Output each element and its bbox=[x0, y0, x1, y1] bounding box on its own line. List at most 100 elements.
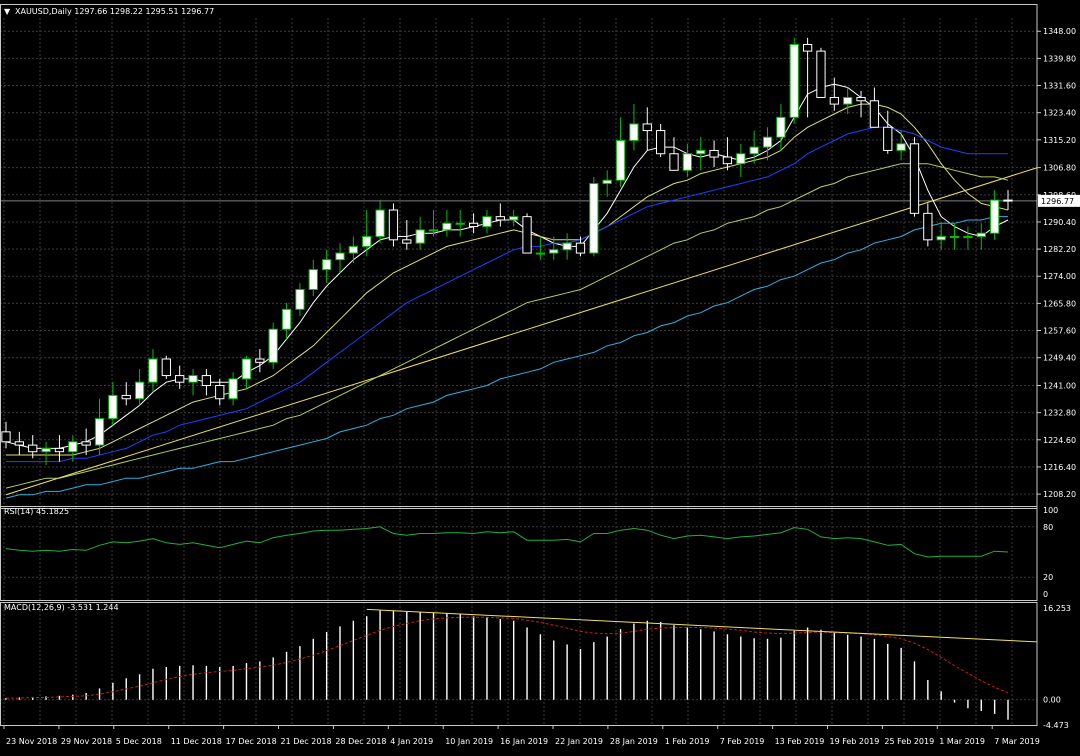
candle bbox=[455, 210, 465, 237]
candle bbox=[121, 382, 131, 406]
candle bbox=[81, 428, 91, 456]
candle bbox=[241, 355, 252, 389]
candle bbox=[923, 203, 933, 247]
candle bbox=[709, 140, 719, 167]
candle-body bbox=[602, 179, 612, 185]
candle bbox=[856, 90, 866, 118]
candle bbox=[722, 137, 733, 171]
candle-body bbox=[68, 441, 78, 453]
trendline[interactable] bbox=[5, 167, 1038, 496]
candle bbox=[54, 435, 65, 462]
moving-average-line-5 bbox=[5, 216, 1008, 499]
rsi-pane bbox=[5, 526, 1009, 558]
candle bbox=[428, 210, 439, 237]
candle bbox=[522, 213, 532, 254]
candle-body bbox=[388, 209, 399, 241]
symbol-info-label: XAUUSD,Daily 1297.66 1298.22 1295.51 129… bbox=[15, 7, 214, 16]
candle bbox=[201, 368, 212, 396]
time-axis-label: 5 Dec 2018 bbox=[116, 737, 162, 746]
candle-body bbox=[134, 381, 145, 400]
candle-body bbox=[81, 441, 91, 446]
price-axis-label: 1257.60 bbox=[1043, 327, 1076, 336]
price-axis-label: 1274.00 bbox=[1043, 272, 1076, 281]
candle-body bbox=[696, 149, 706, 155]
candle bbox=[829, 77, 839, 111]
price-axis-label: 1265.80 bbox=[1043, 299, 1076, 308]
candle bbox=[68, 435, 78, 462]
candle bbox=[575, 236, 586, 257]
moving-averages bbox=[5, 83, 1009, 499]
candle bbox=[936, 223, 946, 250]
candle-body bbox=[188, 375, 198, 383]
price-axis-label: 1339.80 bbox=[1043, 54, 1076, 63]
candle bbox=[642, 107, 652, 151]
candle bbox=[175, 365, 185, 389]
price-axis-label: 1208.20 bbox=[1043, 490, 1076, 499]
candle-body bbox=[228, 378, 238, 400]
candle bbox=[321, 249, 332, 283]
time-axis-label: 29 Nov 2018 bbox=[61, 737, 112, 746]
price-axis-label: 1282.20 bbox=[1043, 245, 1076, 254]
current-price-marker bbox=[1038, 194, 1080, 207]
candle-body bbox=[883, 126, 893, 151]
candle-body bbox=[415, 229, 425, 244]
moving-average-line-4 bbox=[5, 163, 1009, 489]
candle bbox=[108, 382, 118, 426]
candle bbox=[629, 104, 639, 151]
candle-body bbox=[41, 447, 51, 453]
candle-body bbox=[722, 156, 733, 165]
candle-body bbox=[175, 375, 185, 383]
candle bbox=[682, 143, 693, 177]
pane-frame bbox=[0, 4, 1038, 509]
candle-body bbox=[749, 146, 759, 155]
candle bbox=[335, 243, 345, 273]
candle bbox=[482, 210, 492, 234]
candle-body bbox=[468, 222, 479, 228]
candle-body bbox=[108, 394, 118, 420]
price-axis-label: 1315.20 bbox=[1043, 136, 1076, 145]
candle bbox=[388, 203, 399, 247]
candle-body bbox=[148, 358, 158, 383]
candle-body bbox=[949, 236, 960, 239]
candle-body bbox=[989, 199, 1000, 234]
candle bbox=[188, 368, 198, 396]
time-axis-label: 16 Jan 2019 bbox=[500, 737, 548, 746]
trendline-main bbox=[5, 167, 1038, 496]
candle bbox=[816, 47, 826, 98]
moving-average-line-2 bbox=[6, 103, 1009, 456]
candle bbox=[509, 210, 519, 227]
time-axis-label: 28 Jan 2019 bbox=[610, 737, 658, 746]
candle-body bbox=[215, 385, 225, 400]
candle-body bbox=[201, 375, 212, 386]
candle bbox=[442, 210, 452, 237]
time-axis-label: 13 Feb 2019 bbox=[775, 737, 825, 746]
candle-body bbox=[936, 236, 946, 241]
candle-body bbox=[268, 328, 278, 363]
rsi-axis-label: 80 bbox=[1043, 523, 1053, 532]
time-axis-label: 19 Feb 2019 bbox=[830, 737, 880, 746]
candle-body bbox=[976, 232, 986, 238]
candle-body bbox=[54, 447, 65, 453]
moving-average-line-3 bbox=[6, 126, 1008, 463]
candle bbox=[549, 236, 559, 260]
candle bbox=[161, 355, 171, 379]
candle bbox=[468, 213, 479, 234]
candle-body bbox=[255, 358, 265, 363]
candle-body bbox=[335, 252, 345, 261]
candle-body bbox=[776, 116, 786, 138]
collapse-triangle-icon[interactable]: ▼ bbox=[4, 7, 11, 16]
candle bbox=[148, 349, 158, 393]
candle-body bbox=[615, 140, 626, 181]
candle bbox=[602, 170, 612, 197]
candle bbox=[896, 130, 906, 161]
candles bbox=[1, 37, 1013, 465]
candle-body bbox=[308, 269, 318, 290]
candle-body bbox=[509, 216, 519, 221]
rsi-axis-label: 0 bbox=[1043, 590, 1048, 599]
candle-body bbox=[375, 209, 385, 238]
candle bbox=[869, 87, 880, 128]
candle-body bbox=[161, 358, 171, 377]
macd-axis-label: 0.00 bbox=[1043, 696, 1061, 705]
